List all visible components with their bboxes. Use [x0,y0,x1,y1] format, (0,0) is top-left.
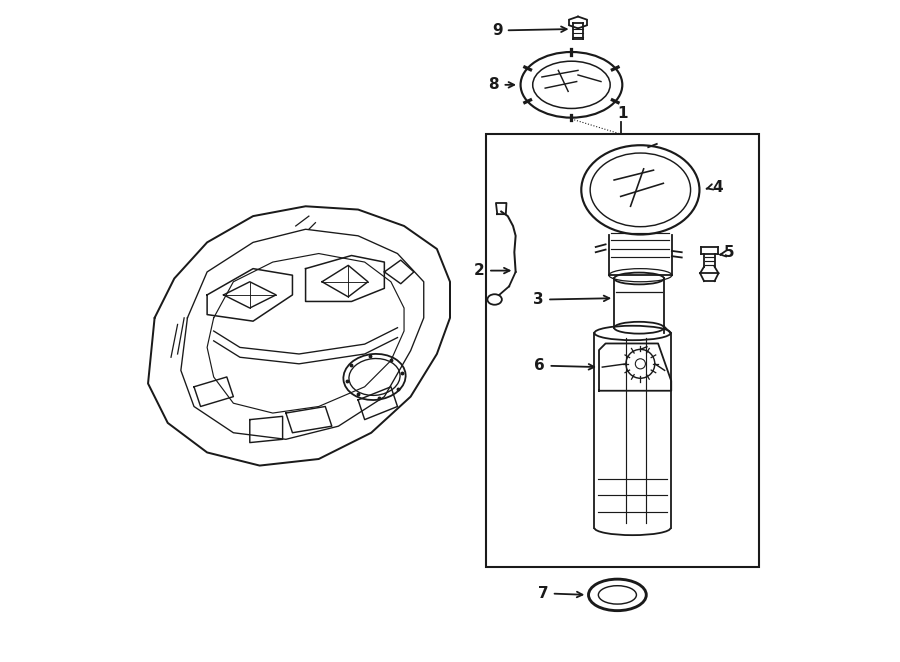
Text: 5: 5 [724,245,734,260]
Text: 8: 8 [489,77,500,92]
Text: 9: 9 [492,23,502,38]
Text: 1: 1 [617,106,628,121]
Text: 3: 3 [533,292,544,307]
Text: 2: 2 [474,263,485,278]
Text: 4: 4 [713,181,724,195]
Text: 6: 6 [535,358,545,373]
Text: 7: 7 [538,586,548,601]
